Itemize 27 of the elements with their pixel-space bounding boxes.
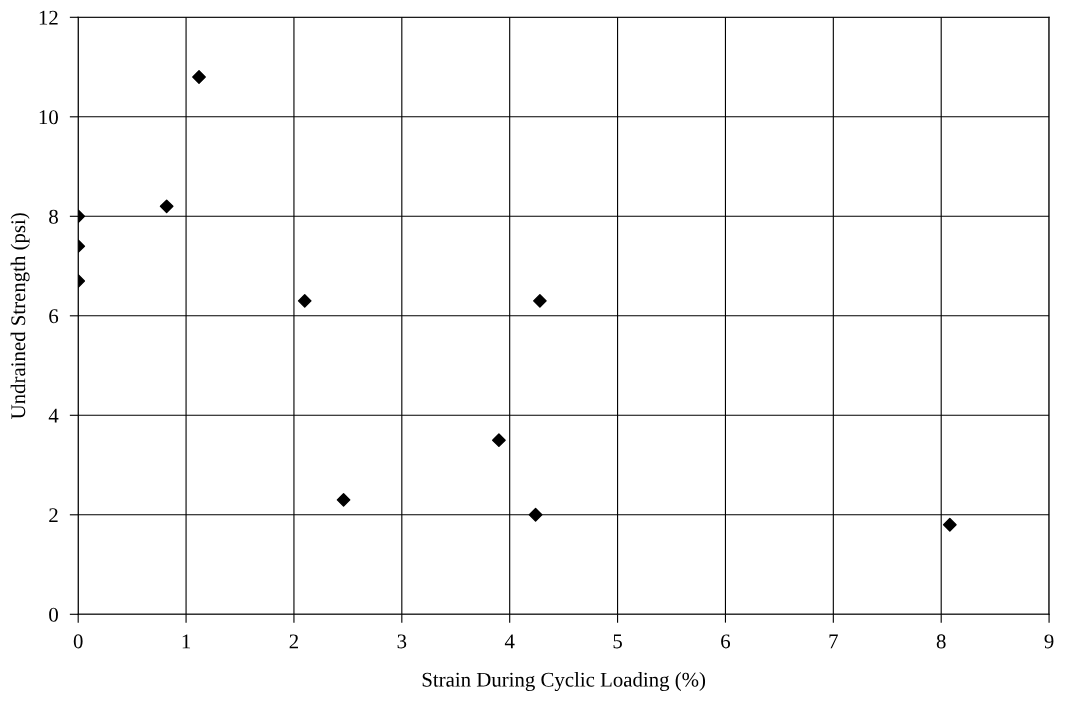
x-tick-label: 9	[1044, 634, 1054, 649]
point	[492, 433, 506, 448]
point	[297, 293, 312, 308]
x-tick-label: 3	[397, 634, 407, 649]
y-tick-label: 0	[49, 607, 58, 622]
x-tick-label: 8	[936, 634, 946, 649]
x-axis-title: Strain During Cyclic Loading (%)	[422, 672, 706, 692]
point	[942, 517, 957, 532]
point	[192, 70, 206, 84]
y-tick-label: 2	[49, 508, 58, 523]
x-tick-label: 1	[182, 634, 191, 649]
y-tick-label: 12	[39, 10, 58, 25]
x-tick-label: 7	[829, 634, 838, 649]
point	[528, 507, 543, 522]
x-tick-label: 5	[613, 634, 622, 649]
x-tick-label: 2	[289, 634, 298, 649]
point	[336, 492, 351, 507]
x-tick-label: 0	[73, 634, 83, 649]
y-axis-title: Undrained Strength (psi)	[10, 213, 30, 419]
x-tick-label: 4	[504, 634, 515, 649]
y-tick-label: 4	[48, 408, 59, 423]
y-tick-label: 6	[49, 309, 59, 324]
point	[532, 293, 547, 308]
y-tick-label: 8	[49, 209, 58, 224]
x-tick-label: 6	[721, 634, 731, 649]
y-tick-label: 10	[39, 110, 58, 125]
point	[159, 199, 174, 214]
